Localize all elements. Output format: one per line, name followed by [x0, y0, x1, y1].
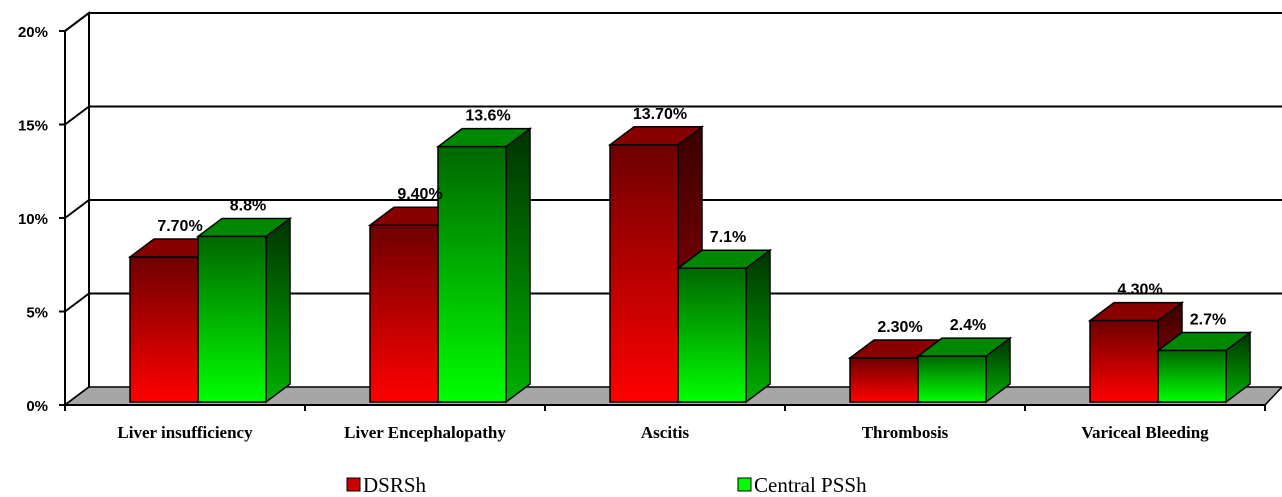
y-tick-label: 15% — [18, 118, 48, 135]
legend-swatch-central-pssh — [737, 477, 752, 492]
gridline-side — [64, 199, 90, 219]
x-axis-categories: Liver insufficiency Liver Encephalopathy A… — [117, 423, 1209, 442]
bar-central-pssh — [677, 267, 747, 403]
data-label-dsrsh: 7.70% — [157, 218, 202, 235]
y-tick-label: 5% — [26, 305, 48, 322]
bar-dsrsh — [849, 357, 919, 403]
gridline-side — [64, 12, 90, 32]
x-category-label: Variceal Bleeding — [1081, 423, 1209, 442]
data-label-central-pssh: 2.4% — [950, 317, 986, 334]
y-tick-label: 10% — [18, 211, 48, 228]
y-tick-label: 20% — [18, 24, 48, 41]
data-label-dsrsh: 9.40% — [397, 186, 442, 203]
x-category-label: Thrombosis — [862, 423, 949, 442]
x-category-label: Liver insufficiency — [117, 423, 253, 442]
y-axis: 0% 5% 10% 15% 20% — [18, 24, 1266, 415]
data-label-central-pssh: 2.7% — [1190, 312, 1226, 329]
x-category-label: Liver Encephalopathy — [344, 423, 506, 442]
legend-label-dsrsh: DSRSh — [363, 473, 427, 497]
data-label-dsrsh: 13.70% — [633, 106, 687, 123]
data-label-dsrsh: 2.30% — [877, 319, 922, 336]
bar-central-pssh — [1157, 349, 1227, 403]
legend-label-central-pssh: Central PSSh — [754, 473, 867, 497]
bar-dsrsh — [369, 224, 439, 403]
bar-side-central-pssh — [505, 127, 531, 404]
gridline-side — [64, 105, 90, 126]
legend-swatch-dsrsh — [346, 477, 361, 492]
bar-central-pssh — [917, 355, 987, 403]
data-label-dsrsh: 4.30% — [1117, 282, 1162, 299]
data-labels: 7.70% 8.8% 9.40% 13.6% 13.70% 7.1% 2.30% 2.4% 4.… — [157, 106, 1226, 336]
data-label-central-pssh: 7.1% — [710, 229, 746, 246]
bar-side-central-pssh — [265, 216, 291, 404]
bars — [127, 125, 1253, 404]
y-tick-label: 0% — [26, 398, 48, 415]
bar-dsrsh — [1089, 319, 1159, 403]
bar-side-central-pssh — [745, 248, 771, 404]
bar-dsrsh — [609, 144, 679, 403]
data-label-central-pssh: 13.6% — [465, 108, 510, 125]
bar-central-pssh — [437, 145, 507, 403]
legend: DSRSh Central PSSh — [346, 473, 867, 497]
bar-central-pssh — [197, 235, 267, 403]
x-category-label: Ascitis — [641, 423, 690, 442]
gridline-side — [64, 292, 90, 313]
bar-dsrsh — [129, 256, 199, 403]
data-label-central-pssh: 8.8% — [230, 197, 266, 214]
